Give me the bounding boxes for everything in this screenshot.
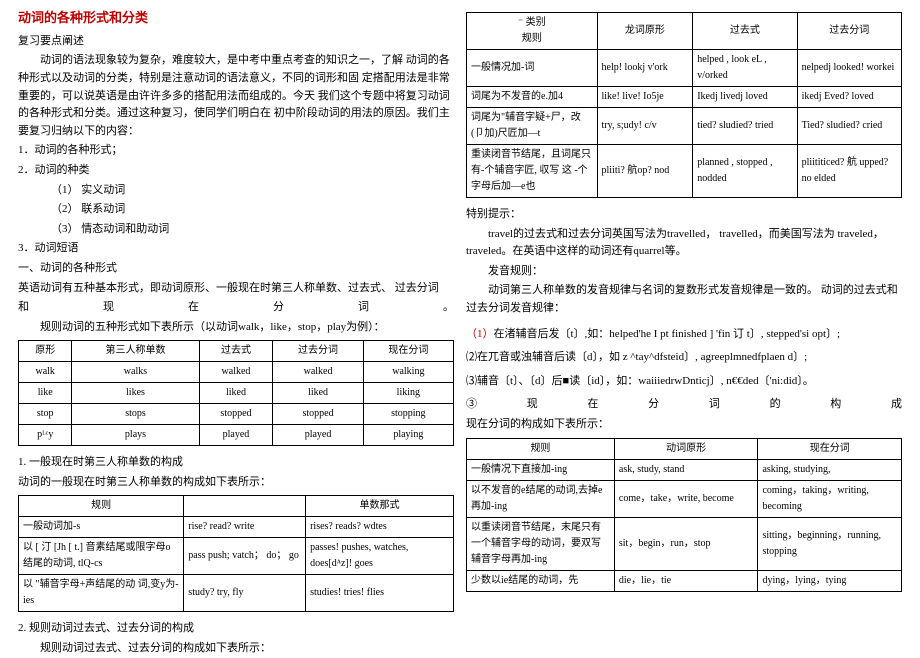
t1-h0: 原形 [19, 341, 72, 362]
table-verb-forms: 原形 第三人称单数 过去式 过去分词 现在分词 walkwalkswalkedw… [18, 340, 454, 446]
subtitle: 复习要点阐述 [18, 33, 454, 51]
sublist-1: （1） 实义动词 [18, 182, 454, 200]
table-third-person: 规则 单数那式 一般动词加-srise? read? writerises? r… [18, 495, 454, 612]
t1-h4: 现在分词 [363, 341, 453, 362]
para-5: 规则动词过去式、过去分词的构成如下表所示： [18, 640, 454, 658]
right-column: ⁻ 类别 规则 龙词原形 过去式 过去分词 一般情况加-词help! lookj… [460, 8, 908, 643]
sublist-2: （2） 联系动词 [18, 201, 454, 219]
rule-2: ⑵在兀音或浊辅音后读〔d〕，如 z ^tay^dfsteid〕, agreepl… [466, 349, 902, 367]
list-item-1: 1．动词的各种形式； [18, 142, 454, 160]
para-2b: 和现在分词。 [18, 299, 454, 317]
intro-para: 动词的语法现象较为复杂，难度较大，是中考中重点考查的知识之一，了解 动词的各种形… [18, 52, 454, 140]
list-item-2: 2．动词的种类 [18, 162, 454, 180]
table-past-forms: ⁻ 类别 规则 龙词原形 过去式 过去分词 一般情况加-词help! lookj… [466, 12, 902, 198]
t2-h1 [184, 496, 306, 517]
t4-h0: 规则 [467, 438, 615, 459]
para-3: 规则动词的五种形式如下表所示（以动词walk，like，stop，play为例）… [18, 319, 454, 337]
section-heading-1: 一、动词的各种形式 [18, 260, 454, 278]
t1-h3: 过去分词 [273, 341, 363, 362]
pronunciation-heading: 发音规则： [466, 263, 902, 281]
t4-h2: 现在分词 [758, 438, 902, 459]
left-column: 动词的各种形式和分类 复习要点阐述 动词的语法现象较为复杂，难度较大，是中考中重… [12, 8, 460, 643]
list-item-3: 3．动词短语 [18, 240, 454, 258]
t2-h2: 单数那式 [306, 496, 454, 517]
t3-h1: 龙词原形 [597, 13, 693, 50]
t3-h0: ⁻ 类别 规则 [467, 13, 598, 50]
t3-h3: 过去分词 [797, 13, 901, 50]
subsection-1: 1. 一般现在时第三人称单数的构成 [18, 454, 454, 472]
para-2: 英语动词有五种基本形式，即动词原形、一般现在时第三人称单数、过去式、 过去分词 [18, 280, 454, 298]
tip-para-1: travel的过去式和过去分词英国写法为travelled， travelled… [466, 226, 902, 261]
special-tip-heading: 特别提示： [466, 206, 902, 224]
rule-3: ⑶辅音〔t〕、〔d〕后■读〔id〕，如：waiiiedrwDnticj〕, n€… [466, 373, 902, 391]
t4-h1: 动词原形 [614, 438, 758, 459]
t3-h2: 过去式 [693, 13, 797, 50]
sublist-3: （3） 情态动词和助动词 [18, 221, 454, 239]
subsection-2: 2. 规则动词过去式、过去分词的构成 [18, 620, 454, 638]
t1-h2: 过去式 [199, 341, 273, 362]
t1-h1: 第三人称单数 [72, 341, 199, 362]
t2-h0: 规则 [19, 496, 184, 517]
rule-1: （1）在渚辅音后发〔t〕,如：helped'he I pt finished ]… [466, 326, 902, 344]
table-present-participle: 规则 动词原形 现在分词 一般情况下直接加-ingask, study, sta… [466, 438, 902, 592]
para-7: 现在分词的构成如下表所示： [466, 416, 902, 434]
main-title: 动词的各种形式和分类 [18, 8, 454, 29]
pronunciation-para: 动词第三人称单数的发音规律与名词的复数形式发音规律是一致的。 动词的过去式和过去… [466, 282, 902, 317]
para-4: 动词的一般现在时第三人称单数的构成如下表所示： [18, 474, 454, 492]
section-3-heading: ③现在分词的构成 [466, 396, 902, 414]
